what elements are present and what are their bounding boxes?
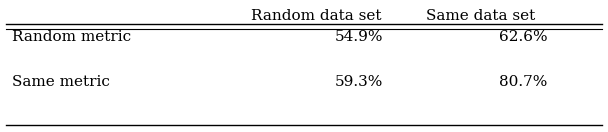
- Text: Same metric: Same metric: [12, 75, 110, 89]
- Text: 59.3%: 59.3%: [334, 75, 383, 89]
- Text: 54.9%: 54.9%: [334, 30, 383, 44]
- Text: 62.6%: 62.6%: [499, 30, 547, 44]
- Text: Random data set: Random data set: [251, 9, 381, 23]
- Text: Same data set: Same data set: [426, 9, 535, 23]
- Text: 80.7%: 80.7%: [499, 75, 547, 89]
- Text: Random metric: Random metric: [12, 30, 131, 44]
